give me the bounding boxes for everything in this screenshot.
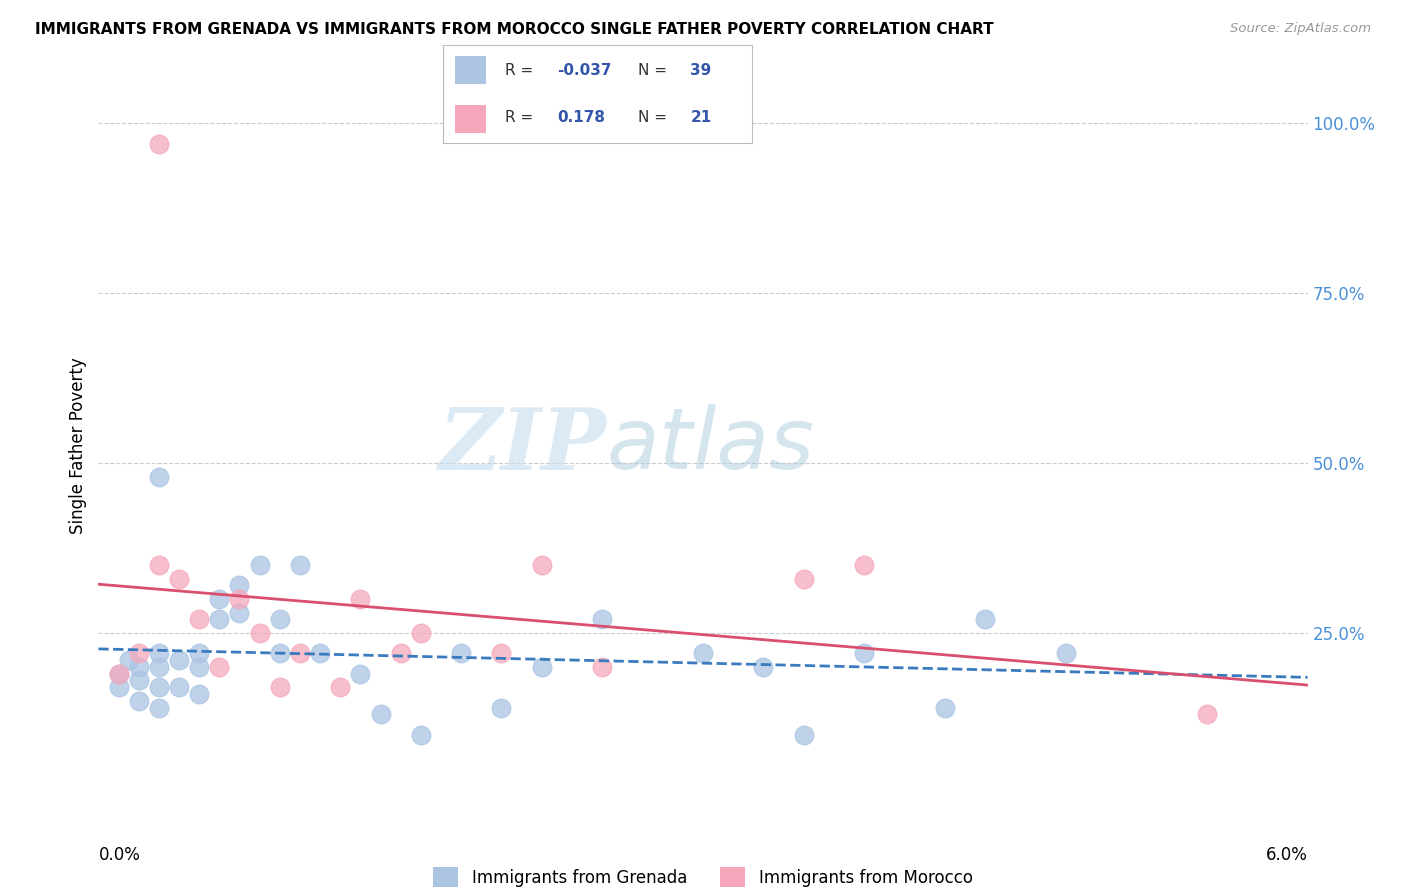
Point	[128, 694, 150, 708]
Point	[249, 558, 271, 572]
Point	[853, 558, 876, 572]
Point	[128, 660, 150, 674]
Point	[148, 700, 170, 714]
Point	[370, 707, 392, 722]
Point	[228, 591, 250, 606]
Text: R =: R =	[505, 63, 538, 78]
Point	[752, 660, 775, 674]
Point	[793, 572, 815, 586]
Point	[491, 700, 513, 714]
Text: ZIP: ZIP	[439, 404, 606, 488]
Point	[228, 578, 250, 592]
Text: -0.037: -0.037	[557, 63, 612, 78]
Point	[188, 646, 211, 660]
Point	[349, 666, 371, 681]
Point	[269, 646, 291, 660]
Point	[107, 666, 129, 681]
Point	[409, 626, 432, 640]
Point	[288, 646, 311, 660]
FancyBboxPatch shape	[456, 105, 486, 133]
Point	[148, 646, 170, 660]
Point	[349, 591, 371, 606]
FancyBboxPatch shape	[456, 56, 486, 84]
Point	[128, 673, 150, 688]
Point	[692, 646, 714, 660]
Legend: Immigrants from Grenada, Immigrants from Morocco: Immigrants from Grenada, Immigrants from…	[433, 867, 973, 888]
Text: IMMIGRANTS FROM GRENADA VS IMMIGRANTS FROM MOROCCO SINGLE FATHER POVERTY CORRELA: IMMIGRANTS FROM GRENADA VS IMMIGRANTS FR…	[35, 22, 994, 37]
Point	[450, 646, 472, 660]
Point	[148, 680, 170, 694]
Text: 0.0%: 0.0%	[98, 846, 141, 863]
Point	[530, 660, 553, 674]
Point	[208, 591, 231, 606]
Point	[389, 646, 412, 660]
Point	[188, 687, 211, 701]
Point	[148, 660, 170, 674]
Point	[934, 700, 956, 714]
Point	[228, 606, 250, 620]
Text: atlas: atlas	[606, 404, 814, 488]
Point	[591, 660, 613, 674]
Point	[167, 572, 190, 586]
Text: N =: N =	[638, 63, 672, 78]
Point	[1054, 646, 1077, 660]
Point	[167, 680, 190, 694]
Point	[167, 653, 190, 667]
Point	[188, 612, 211, 626]
Point	[309, 646, 332, 660]
Point	[591, 612, 613, 626]
Text: 21: 21	[690, 110, 711, 125]
Point	[530, 558, 553, 572]
Point	[974, 612, 997, 626]
Text: 6.0%: 6.0%	[1265, 846, 1308, 863]
Point	[329, 680, 352, 694]
Point	[1195, 707, 1218, 722]
Point	[188, 660, 211, 674]
Point	[853, 646, 876, 660]
Text: 39: 39	[690, 63, 711, 78]
Text: 0.178: 0.178	[557, 110, 606, 125]
Y-axis label: Single Father Poverty: Single Father Poverty	[69, 358, 87, 534]
Point	[208, 660, 231, 674]
Point	[118, 653, 141, 667]
Point	[249, 626, 271, 640]
Point	[148, 136, 170, 151]
Point	[409, 728, 432, 742]
Point	[107, 680, 129, 694]
Text: R =: R =	[505, 110, 538, 125]
Text: N =: N =	[638, 110, 672, 125]
Point	[107, 666, 129, 681]
Point	[148, 558, 170, 572]
Point	[148, 469, 170, 483]
Point	[208, 612, 231, 626]
Text: Source: ZipAtlas.com: Source: ZipAtlas.com	[1230, 22, 1371, 36]
Point	[269, 612, 291, 626]
Point	[269, 680, 291, 694]
Point	[491, 646, 513, 660]
Point	[128, 646, 150, 660]
Point	[288, 558, 311, 572]
Point	[793, 728, 815, 742]
